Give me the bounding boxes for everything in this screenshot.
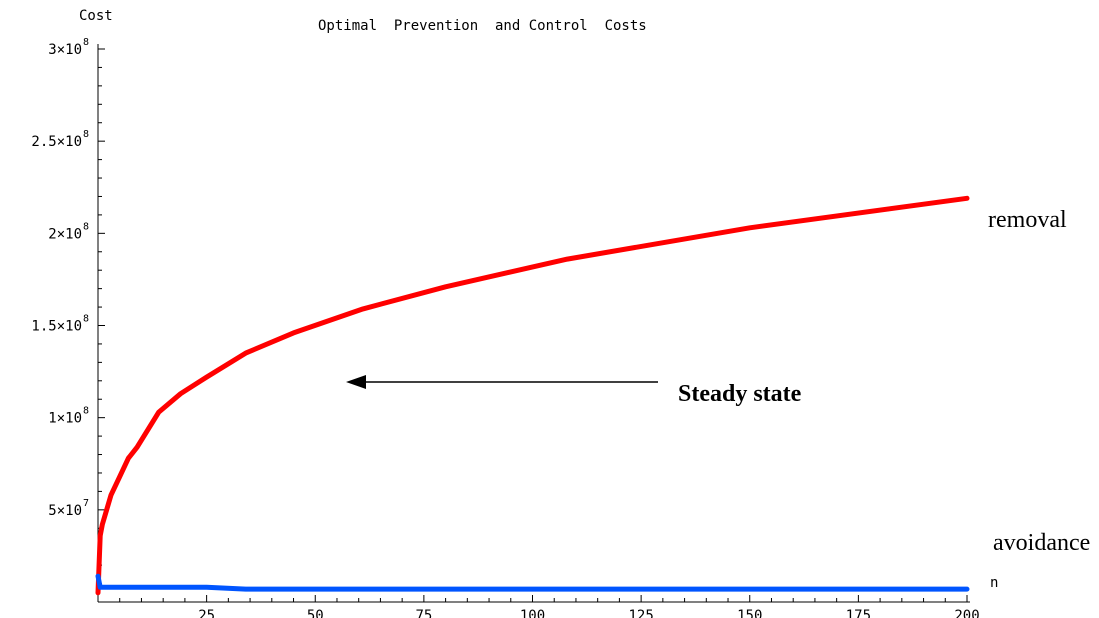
x-tick-label: 25	[198, 608, 215, 618]
x-tick-label: 175	[846, 608, 871, 618]
y-tick-exponent: 8	[83, 406, 89, 417]
series-label-avoidance: avoidance	[993, 530, 1090, 556]
x-axis-label: n	[990, 575, 998, 591]
y-tick-label: 1.5×10	[31, 319, 82, 335]
y-axis-label: Cost	[79, 8, 113, 24]
y-tick-label: 3×10	[48, 42, 82, 58]
y-tick-exponent: 8	[83, 221, 89, 232]
chart-title: Optimal Prevention and Control Costs	[318, 18, 647, 34]
series-line-removal	[95, 195, 970, 596]
series-label-removal: removal	[988, 207, 1067, 233]
y-tick-label: 1×10	[48, 411, 82, 427]
x-axis-ticks: 25 50 75 100 125 150 175 200	[119, 595, 980, 618]
steady-state-label: Steady state	[678, 381, 802, 407]
y-tick-exponent: 8	[83, 129, 89, 140]
x-tick-label: 150	[737, 608, 762, 618]
y-axis-ticks: 5×10 71×10 81.5×10 82×10 82.5×10 83×10 8	[31, 37, 105, 585]
x-tick-label: 125	[628, 608, 653, 618]
x-tick-label: 75	[415, 608, 432, 618]
y-tick-label: 2×10	[48, 226, 82, 242]
series-group	[95, 195, 970, 596]
y-tick-exponent: 7	[83, 498, 89, 509]
x-tick-label: 50	[307, 608, 324, 618]
x-tick-label: 200	[954, 608, 979, 618]
y-tick-exponent: 8	[83, 314, 89, 325]
steady-state-arrow-head	[346, 375, 366, 389]
series-line-avoidance	[95, 573, 970, 592]
steady-state-annotation: Steady state	[346, 375, 802, 407]
y-tick-label: 5×10	[48, 503, 82, 519]
y-tick-exponent: 8	[83, 37, 89, 48]
y-tick-label: 2.5×10	[31, 134, 82, 150]
x-tick-label: 100	[520, 608, 545, 618]
